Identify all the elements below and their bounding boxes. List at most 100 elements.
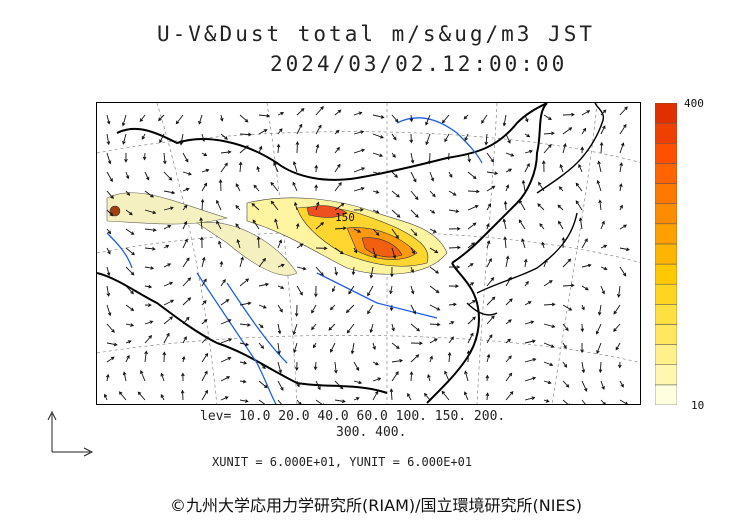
wind-arrow (277, 342, 281, 355)
wind-arrow (429, 355, 433, 363)
wind-arrow (353, 397, 360, 401)
wind-arrow (106, 342, 118, 347)
wind-arrow (125, 247, 135, 256)
wind-arrow (619, 106, 628, 116)
wind-arrow (106, 209, 114, 217)
wind-arrow (182, 220, 188, 230)
wind-arrow (486, 223, 490, 230)
wind-arrow (182, 187, 190, 192)
wind-arrow (253, 184, 260, 192)
wind-arrow (163, 244, 170, 249)
wind-arrow (315, 201, 320, 211)
wind-arrow (334, 181, 342, 192)
wind-arrow (486, 152, 495, 163)
wind-arrow (429, 228, 437, 233)
wind-arrow (277, 128, 283, 135)
wind-arrow (502, 114, 507, 127)
wind-arrow (444, 370, 450, 382)
wind-arrow (372, 228, 380, 236)
wind-arrow (580, 146, 584, 154)
wind-arrow (486, 353, 491, 363)
wind-arrow (467, 222, 477, 230)
colorbar (654, 102, 678, 406)
wind-arrow (410, 323, 421, 332)
wind-arrow (581, 399, 586, 404)
wind-arrow (410, 247, 415, 255)
wind-arrow (444, 133, 450, 143)
wind-arrow (615, 342, 621, 351)
wind-arrow (613, 323, 621, 332)
wind-arrow (106, 247, 111, 255)
wind-arrow (505, 168, 513, 173)
wind-arrow (600, 109, 607, 116)
wind-arrow (353, 186, 365, 192)
wind-arrow (543, 114, 552, 120)
wind-arrow (144, 171, 150, 181)
chart-title: U-V&Dust total m/s&ug/m3 JST (156, 22, 595, 46)
wind-arrow (524, 320, 535, 325)
wind-arrow (562, 304, 573, 311)
wind-arrow (448, 321, 455, 325)
wind-arrow (581, 304, 585, 311)
copyright-credit: ©九州大学応用力学研究所(RIAM)/国立環境研究所(NIES) (170, 496, 582, 515)
wind-arrow (198, 114, 203, 125)
vector-units: XUNIT = 6.000E+01, YUNIT = 6.000E+01 (212, 455, 473, 469)
wind-arrow (485, 374, 490, 382)
wind-arrow (239, 301, 252, 306)
wind-arrow (125, 304, 135, 312)
wind-arrow (410, 285, 415, 295)
wind-arrow (521, 238, 526, 249)
wind-arrow (441, 390, 450, 401)
wind-arrow (575, 200, 583, 211)
wind-arrow (447, 351, 452, 363)
wind-arrow (294, 361, 299, 371)
wind-arrow (524, 357, 537, 363)
wind-arrow (200, 236, 204, 249)
colorbar-swatch (654, 384, 678, 406)
wind-arrow (239, 132, 252, 137)
wind-arrow (521, 179, 526, 192)
wind-arrow (578, 217, 583, 230)
wind-arrow (270, 181, 279, 192)
wind-arrow (485, 392, 490, 401)
wind-arrow (538, 181, 545, 192)
wind-arrow (163, 171, 173, 181)
wind-arrow (182, 336, 187, 344)
colorbar-swatch (654, 263, 678, 285)
wind-arrow (558, 186, 564, 192)
wind-arrow (503, 236, 507, 249)
wind-arrow (258, 399, 268, 404)
wind-arrow (463, 391, 469, 401)
wind-arrow (252, 219, 260, 230)
wind-arrow (505, 355, 512, 363)
wind-arrow (562, 342, 567, 349)
wind-arrow (106, 114, 111, 125)
wind-arrow (125, 228, 135, 235)
wind-arrow (220, 319, 232, 325)
wind-arrow (296, 107, 305, 116)
wind-arrow (182, 152, 189, 163)
wind-arrow (557, 204, 564, 211)
wind-arrow (441, 114, 450, 124)
wind-arrow (334, 247, 344, 255)
wind-arrow (581, 380, 588, 392)
wind-arrow (295, 141, 300, 154)
wind-arrow (372, 247, 377, 259)
wind-arrow (334, 380, 344, 390)
wind-arrow (486, 185, 496, 192)
wind-arrow (481, 114, 488, 124)
colorbar-swatch (654, 324, 678, 345)
wind-arrow (256, 165, 260, 173)
wind-arrow (201, 370, 208, 382)
wind-arrow (389, 304, 394, 312)
wind-arrow (486, 240, 491, 249)
colorbar-swatch (654, 143, 678, 164)
wind-arrow (580, 342, 584, 354)
wind-arrow (448, 245, 461, 250)
wind-arrow (502, 218, 507, 230)
wind-arrow (619, 183, 623, 192)
wind-arrow (293, 342, 298, 354)
wind-arrow (448, 302, 457, 307)
wind-arrow (220, 356, 232, 363)
wind-arrow (163, 225, 172, 230)
